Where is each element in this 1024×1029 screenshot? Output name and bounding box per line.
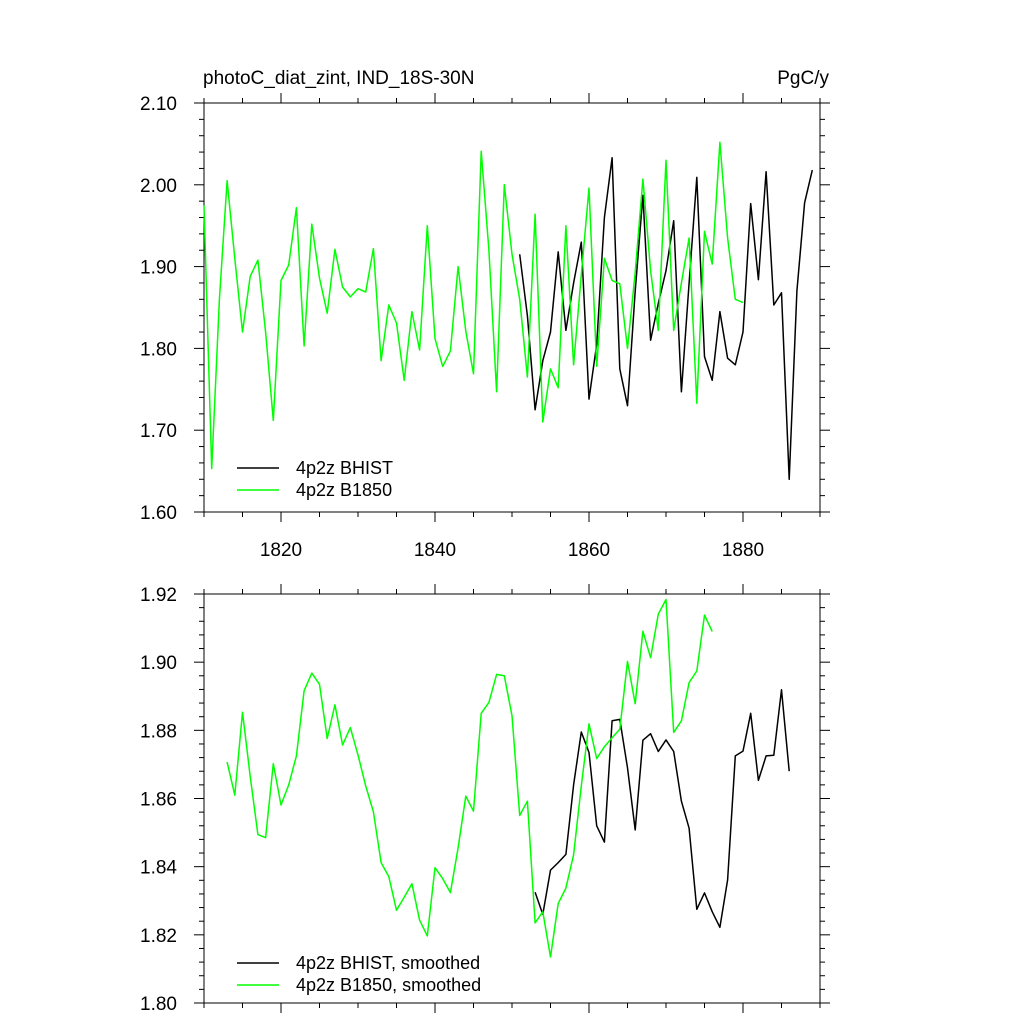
plot-panel-1: 1820 1840 1860 1880 1.60 1.70 1.80 1.90 2.00 2.10…: [140, 93, 830, 561]
x-tick-label: 1860: [568, 540, 610, 561]
x-tick-label: 1880: [722, 540, 764, 561]
series-line-1: [534, 689, 790, 929]
y-tick-label: 1.84: [140, 858, 177, 879]
x-tick-label: 1840: [414, 540, 456, 561]
y-tick-label: 1.92: [140, 585, 177, 606]
plot-panel-2: 1.80 1.82 1.84 1.86 1.88 1.90 1.92 4p2z BHIST, …: [140, 584, 830, 1015]
series-line-2: [203, 141, 744, 470]
x-tick-label: 1820: [260, 540, 302, 561]
legend-label: 4p2z BHIST, smoothed: [296, 953, 480, 973]
y-tick-label: 1.70: [140, 421, 177, 442]
y-tick-label: 1.60: [140, 503, 177, 524]
plot-frame: [203, 593, 821, 1004]
y-tick-label: 1.86: [140, 790, 177, 811]
legend-label: 4p2z BHIST: [296, 458, 393, 478]
chart-title-right: PgC/y: [777, 68, 829, 89]
legend-label: 4p2z B1850: [296, 480, 392, 500]
y-tick-label: 1.90: [140, 653, 177, 674]
series-line-1: [518, 157, 814, 481]
y-tick-label: 1.80: [140, 994, 177, 1015]
chart-title-left: photoC_diat_zint, IND_18S-30N: [203, 68, 474, 89]
y-tick-label: 1.80: [140, 339, 177, 360]
y-tick-label: 1.88: [140, 721, 177, 742]
legend-label: 4p2z B1850, smoothed: [296, 975, 481, 995]
y-tick-label: 2.00: [140, 176, 177, 197]
series-line-2: [226, 598, 713, 958]
plot-frame: [203, 102, 821, 513]
y-tick-label: 1.82: [140, 926, 177, 947]
y-tick-label: 2.10: [140, 94, 177, 115]
y-tick-label: 1.90: [140, 258, 177, 279]
